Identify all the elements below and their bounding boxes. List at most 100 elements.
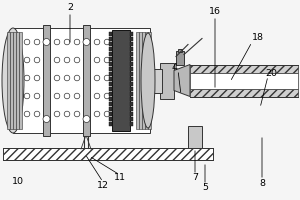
Circle shape [74,75,80,81]
Bar [188,126,202,148]
Circle shape [83,116,90,122]
Bar [130,107,133,110]
Circle shape [54,75,60,81]
Circle shape [94,57,100,63]
Text: 11: 11 [114,173,126,182]
Circle shape [64,93,70,99]
Bar [130,52,133,55]
Circle shape [84,75,90,81]
Bar [145,32,148,129]
Circle shape [64,39,70,45]
Bar [130,122,133,126]
Text: 20: 20 [265,68,277,77]
Circle shape [74,93,80,99]
Bar [190,72,298,88]
Bar [130,87,133,90]
Bar [130,67,133,71]
Circle shape [54,93,60,99]
Bar [13,32,16,129]
Circle shape [34,75,40,81]
Bar [109,62,112,66]
Bar [109,102,112,106]
Circle shape [44,39,50,45]
Circle shape [74,39,80,45]
Bar [190,88,298,97]
Circle shape [84,57,90,63]
Bar [130,77,133,80]
Circle shape [94,93,100,99]
Bar [109,77,112,80]
Bar [19,32,22,129]
Circle shape [54,57,60,63]
Bar [130,97,133,100]
Bar [109,52,112,55]
Bar [7,32,10,129]
Bar [130,92,133,96]
Bar [160,62,174,98]
Bar [13,28,150,133]
Bar [109,67,112,71]
Bar [130,82,133,86]
Bar [109,117,112,120]
Text: 12: 12 [97,180,109,190]
Bar [130,37,133,40]
Bar [130,47,133,50]
Bar [109,92,112,96]
Bar [3,148,213,160]
Bar [142,32,145,129]
Circle shape [54,111,60,117]
Bar [109,122,112,126]
Circle shape [34,57,40,63]
Circle shape [104,75,110,81]
Bar [130,117,133,120]
Circle shape [44,57,50,63]
Circle shape [34,111,40,117]
Text: 5: 5 [202,184,208,192]
Bar [109,37,112,40]
Text: 4: 4 [172,62,178,72]
Circle shape [104,57,110,63]
Text: 7: 7 [192,173,198,182]
Polygon shape [174,64,190,97]
Circle shape [44,75,50,81]
Bar [148,32,151,129]
Bar [43,25,50,136]
Circle shape [104,39,110,45]
Bar [130,57,133,60]
Bar [10,32,13,129]
Circle shape [24,57,30,63]
Circle shape [94,111,100,117]
Circle shape [84,111,90,117]
Circle shape [43,116,50,122]
Circle shape [64,75,70,81]
Circle shape [43,38,50,46]
Bar [109,57,112,60]
Circle shape [44,93,50,99]
Circle shape [24,93,30,99]
Bar [109,47,112,50]
Circle shape [54,39,60,45]
Bar [109,72,112,75]
Circle shape [34,93,40,99]
Text: 10: 10 [12,178,24,186]
Circle shape [84,93,90,99]
Circle shape [74,57,80,63]
Bar [152,68,162,92]
Ellipse shape [2,28,24,133]
Bar [139,32,142,129]
Bar [112,30,130,131]
Circle shape [74,111,80,117]
Bar [130,32,133,36]
Bar [130,112,133,116]
Bar [178,48,182,51]
Circle shape [104,93,110,99]
Circle shape [94,39,100,45]
Bar [130,102,133,106]
Text: 16: 16 [209,7,221,17]
Bar [109,107,112,110]
Circle shape [64,111,70,117]
Bar [130,72,133,75]
Bar [136,32,139,129]
Circle shape [83,38,90,46]
Ellipse shape [141,33,155,128]
